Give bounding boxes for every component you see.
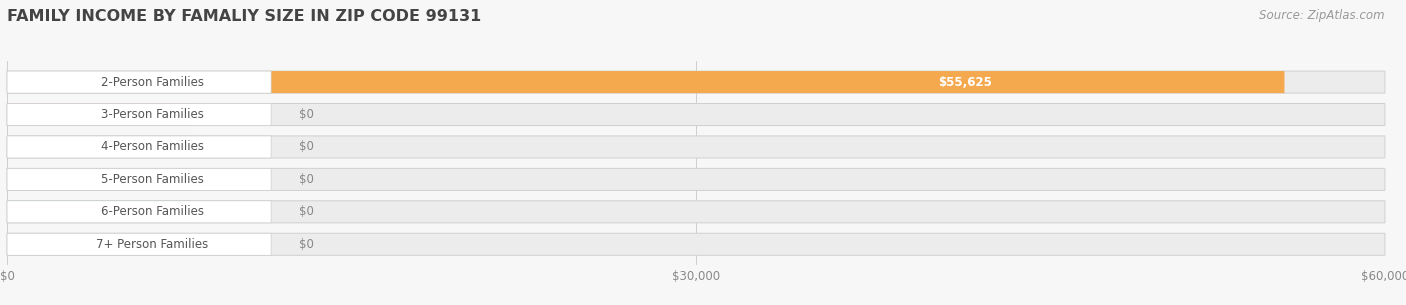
FancyBboxPatch shape [7, 71, 1285, 93]
Text: $0: $0 [298, 108, 314, 121]
FancyBboxPatch shape [7, 136, 191, 158]
Text: 7+ Person Families: 7+ Person Families [96, 238, 208, 251]
FancyBboxPatch shape [7, 71, 1385, 93]
FancyBboxPatch shape [7, 136, 271, 158]
FancyBboxPatch shape [7, 103, 1385, 126]
FancyBboxPatch shape [7, 201, 271, 223]
Text: $0: $0 [298, 205, 314, 218]
Text: 4-Person Families: 4-Person Families [101, 141, 204, 153]
FancyBboxPatch shape [7, 168, 191, 190]
Text: Source: ZipAtlas.com: Source: ZipAtlas.com [1260, 9, 1385, 22]
FancyBboxPatch shape [7, 201, 1385, 223]
FancyBboxPatch shape [7, 168, 1385, 190]
Text: $0: $0 [298, 238, 314, 251]
Text: $0: $0 [298, 141, 314, 153]
FancyBboxPatch shape [7, 233, 191, 255]
FancyBboxPatch shape [7, 233, 271, 255]
FancyBboxPatch shape [7, 71, 271, 93]
Text: 6-Person Families: 6-Person Families [101, 205, 204, 218]
FancyBboxPatch shape [7, 136, 1385, 158]
Text: $55,625: $55,625 [938, 76, 993, 88]
FancyBboxPatch shape [7, 103, 271, 126]
Text: 2-Person Families: 2-Person Families [101, 76, 204, 88]
Text: 5-Person Families: 5-Person Families [101, 173, 204, 186]
FancyBboxPatch shape [7, 168, 271, 190]
FancyBboxPatch shape [7, 201, 191, 223]
Text: $0: $0 [298, 173, 314, 186]
Text: FAMILY INCOME BY FAMALIY SIZE IN ZIP CODE 99131: FAMILY INCOME BY FAMALIY SIZE IN ZIP COD… [7, 9, 481, 24]
Text: 3-Person Families: 3-Person Families [101, 108, 204, 121]
FancyBboxPatch shape [7, 103, 191, 126]
FancyBboxPatch shape [7, 233, 1385, 255]
